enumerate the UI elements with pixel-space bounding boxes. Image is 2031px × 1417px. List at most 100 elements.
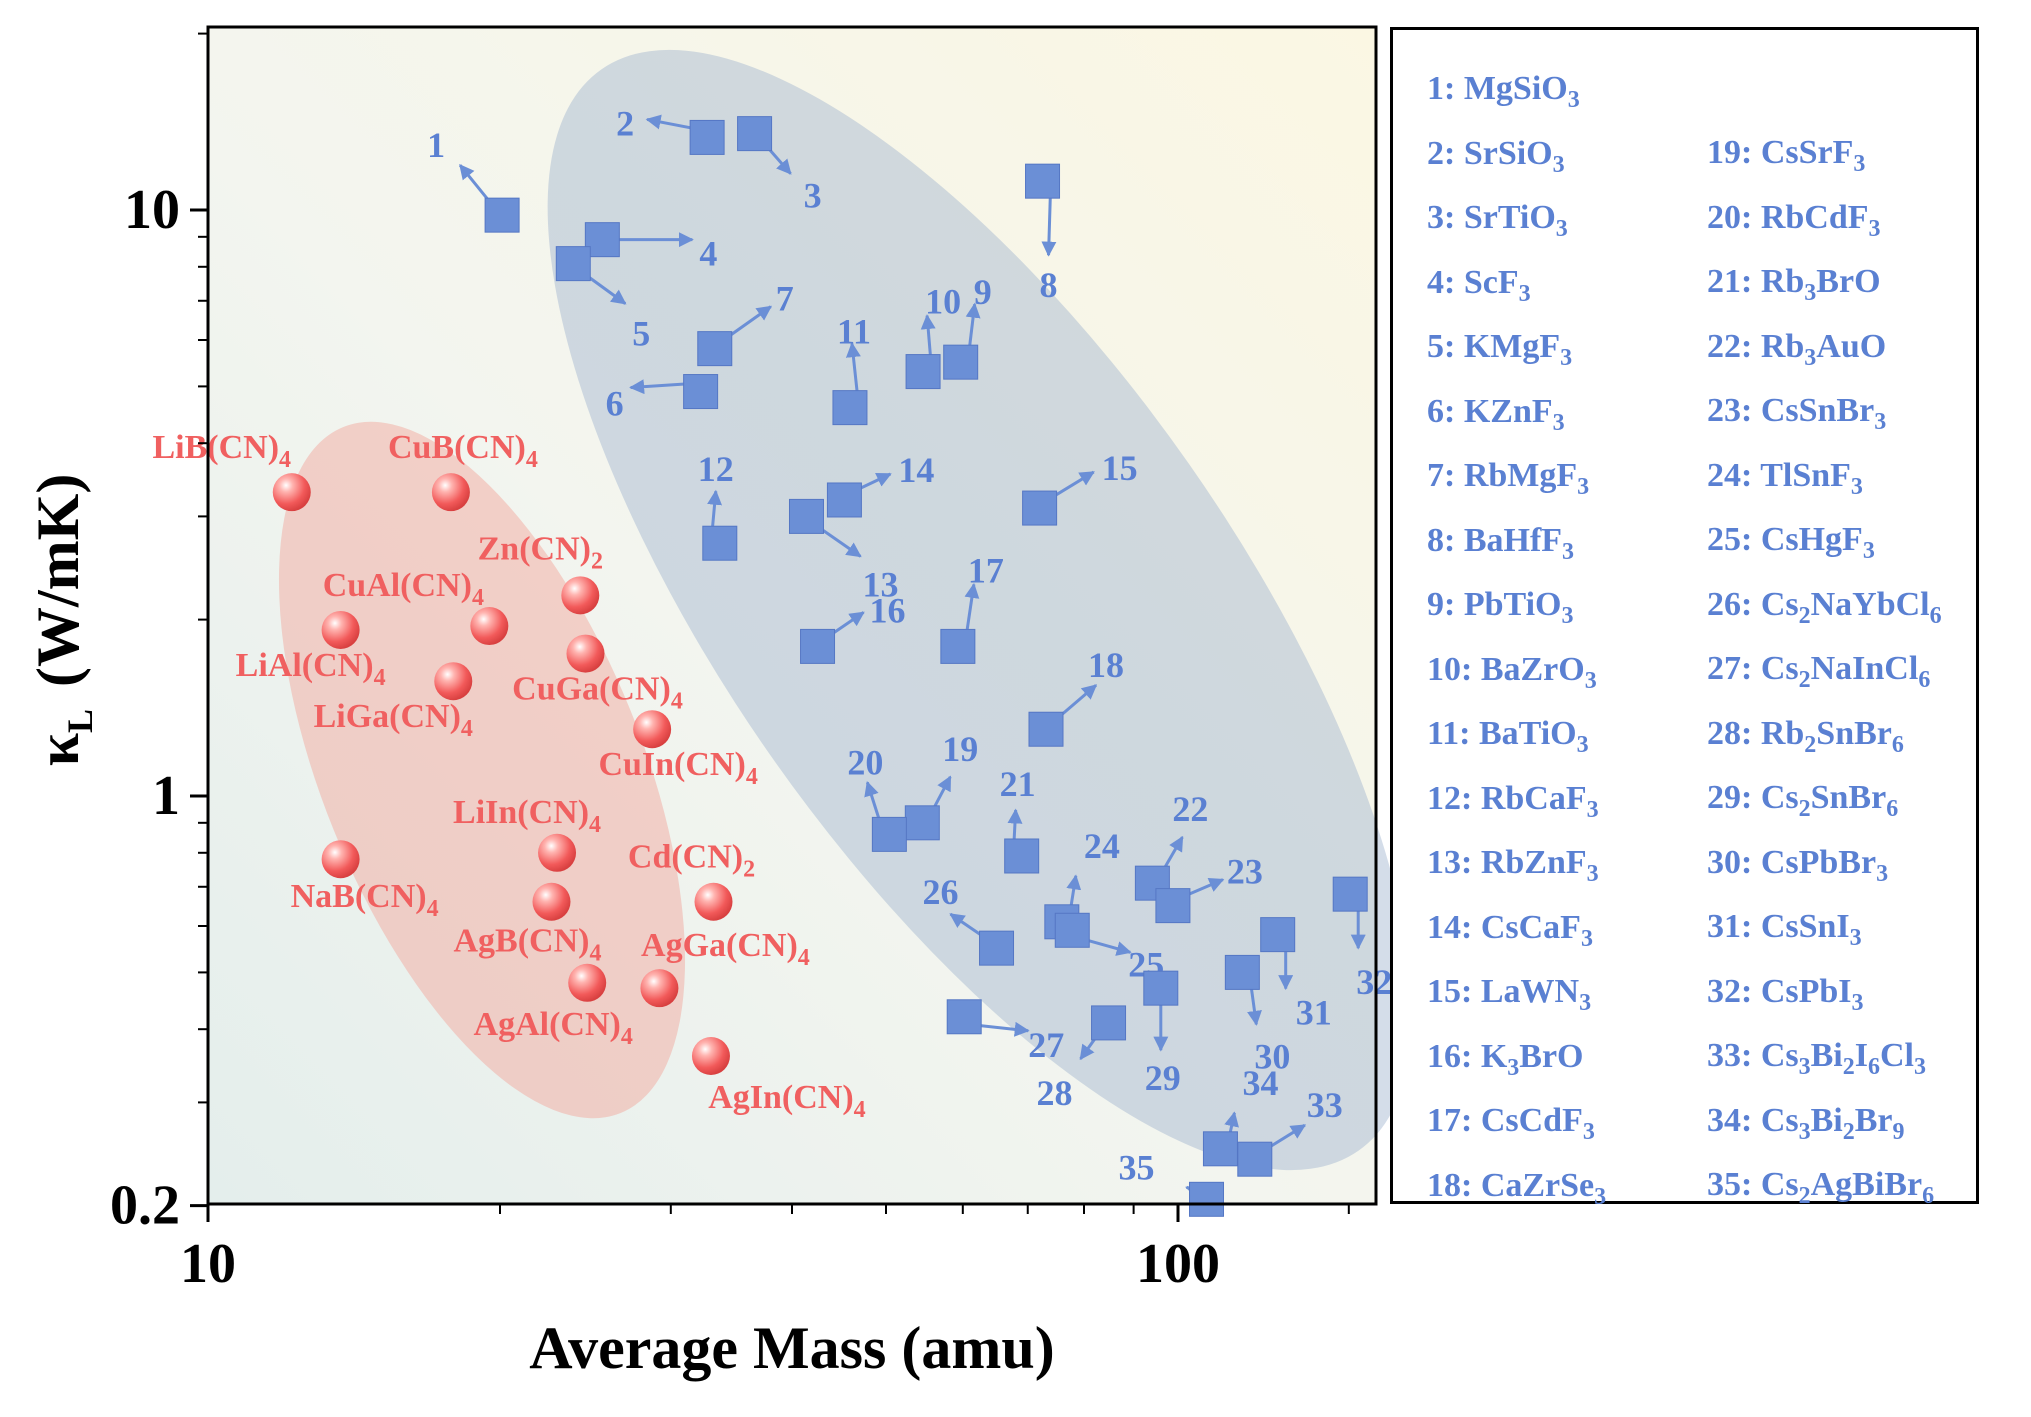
legend-item: 27: Cs2NaInCl6: [1707, 650, 1931, 693]
data-point-label: CuAl(CN)4: [323, 567, 484, 611]
data-point-label: 16: [870, 590, 906, 630]
data-point-square: [1237, 1141, 1273, 1177]
red-group-ellipse: [278, 421, 686, 1119]
data-point-label: 31: [1296, 993, 1332, 1033]
legend-item: 10: BaZrO3: [1427, 650, 1597, 694]
data-point-sphere: [532, 882, 571, 921]
data-point-square: [683, 374, 719, 410]
data-point-label: 13: [862, 564, 898, 604]
data-point-label: 11: [837, 312, 871, 352]
data-point-square: [826, 482, 862, 518]
legend-item: 32: CsPbI3: [1707, 972, 1864, 1016]
data-point-label: AgIn(CN)4: [708, 1079, 865, 1123]
data-point-label: 6: [606, 384, 624, 424]
data-point-sphere: [321, 610, 360, 649]
data-point-label: 5: [632, 314, 650, 354]
legend-item: 9: PbTiO3: [1427, 586, 1574, 629]
data-point-square: [1260, 917, 1296, 953]
data-point-label: 14: [898, 450, 934, 490]
data-point-square: [940, 628, 976, 664]
legend-item: 25: CsHgF3: [1707, 521, 1875, 564]
data-point-label: 4: [699, 234, 717, 274]
legend-item: 24: TlSnF3: [1707, 456, 1863, 500]
data-point-label: 20: [847, 742, 883, 782]
data-point-label: NaB(CN)4: [291, 878, 439, 922]
x-tick-label: 10: [180, 1233, 236, 1295]
data-point-square: [484, 197, 520, 233]
x-axis-title: Average Mass (amu): [529, 1315, 1054, 1381]
legend-item: 6: KZnF3: [1427, 392, 1565, 436]
data-point-square: [1189, 1181, 1225, 1217]
data-point-square: [1028, 711, 1064, 747]
data-point-label: 22: [1172, 789, 1208, 829]
legend-item: 29: Cs2SnBr6: [1707, 779, 1899, 822]
data-point-label: Zn(CN)2: [478, 530, 603, 574]
data-point-sphere: [633, 710, 672, 749]
data-point-label: 12: [698, 449, 734, 489]
data-point-square: [1091, 1005, 1127, 1041]
data-point-square: [584, 222, 620, 258]
legend-item: 20: RbCdF3: [1707, 198, 1881, 242]
data-point-sphere: [694, 882, 733, 921]
data-point-label: CuB(CN)4: [388, 429, 538, 473]
data-point-square: [1332, 876, 1368, 912]
data-point-label: 23: [1227, 852, 1263, 892]
legend-item: 21: Rb3BrO: [1707, 263, 1881, 306]
data-point-label: AgGa(CN)4: [641, 927, 810, 971]
data-point-label: CuGa(CN)4: [512, 671, 683, 715]
y-tick-label: 0.2: [110, 1175, 180, 1237]
data-point-square: [943, 344, 979, 380]
data-point-label: 8: [1040, 265, 1058, 305]
data-point-label: 21: [1000, 764, 1036, 804]
data-point-sphere: [272, 473, 311, 512]
data-point-label: 18: [1088, 645, 1124, 685]
data-point-arrow: [629, 379, 693, 395]
legend-item: 3: SrTiO3: [1427, 199, 1568, 242]
data-point-label: 10: [925, 282, 961, 322]
y-tick-label: 1: [152, 765, 180, 827]
data-point-square: [1004, 838, 1040, 874]
legend-item: 11: BaTiO3: [1427, 715, 1589, 758]
legend-item: 17: CsCdF3: [1427, 1102, 1595, 1145]
data-point-sphere: [568, 963, 607, 1002]
data-point-square: [788, 498, 824, 534]
data-point-label: AgB(CN)4: [453, 923, 601, 967]
data-point-label: 24: [1084, 826, 1120, 866]
legend-item: 1: MgSiO3: [1427, 70, 1580, 113]
data-point-label: 15: [1102, 448, 1138, 488]
data-point-label: 1: [427, 125, 445, 165]
data-point-sphere: [434, 662, 473, 701]
data-point-label: LiB(CN)4: [152, 429, 291, 473]
x-tick-label: 100: [1136, 1233, 1220, 1295]
y-axis-title: κL (W/mK): [25, 474, 100, 767]
data-point-label: 32: [1356, 962, 1392, 1002]
data-point-label: 27: [1028, 1025, 1064, 1065]
data-point-label: 35: [1119, 1147, 1155, 1187]
legend-item: 18: CaZrSe3: [1427, 1166, 1607, 1210]
data-point-square: [697, 331, 733, 367]
legend-item: 12: RbCaF3: [1427, 779, 1599, 823]
data-point-label: AgAl(CN)4: [474, 1006, 633, 1050]
legend-item: 22: Rb3AuO: [1707, 327, 1887, 371]
legend-item: 2: SrSiO3: [1427, 134, 1565, 178]
legend-item: 7: RbMgF3: [1427, 457, 1590, 500]
data-point-sphere: [538, 833, 577, 872]
legend-item: 33: Cs3Bi2I6Cl3: [1707, 1037, 1926, 1080]
data-point-square: [1054, 912, 1090, 948]
data-point-label: 19: [942, 729, 978, 769]
data-point-label: Cd(CN)2: [628, 839, 755, 883]
axes-layer: 0.2 1 10 10 100: [110, 32, 1350, 1295]
legend-item: 30: CsPbBr3: [1707, 843, 1889, 887]
legend-item: 5: KMgF3: [1427, 328, 1573, 371]
legend-item: 15: LaWN3: [1427, 973, 1592, 1016]
data-point-square: [555, 246, 591, 282]
data-point-label: LiGa(CN)4: [314, 698, 473, 742]
legend-item: 26: Cs2NaYbCl6: [1707, 585, 1942, 629]
y-axis-subscript: L: [60, 709, 100, 733]
data-point-square: [689, 119, 725, 155]
data-point-square: [979, 930, 1015, 966]
data-point-square: [905, 354, 941, 390]
data-point-label: 9: [974, 272, 992, 312]
